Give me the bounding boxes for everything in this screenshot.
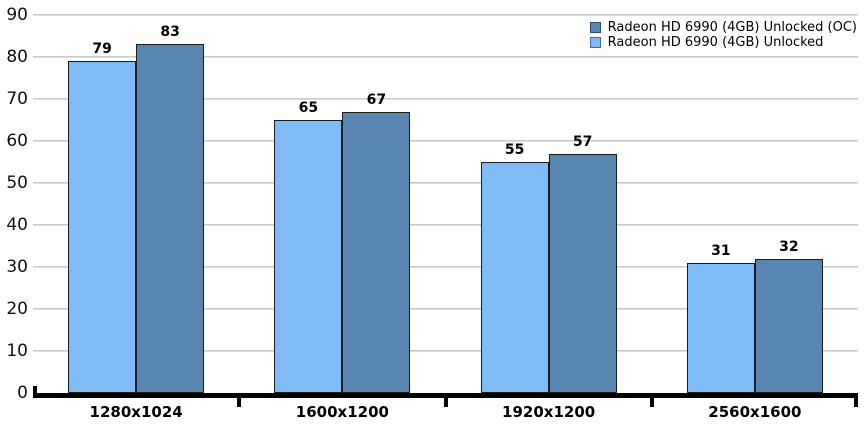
bar-value-label: 83 <box>160 24 180 41</box>
bar-value-label: 67 <box>366 91 387 108</box>
bar-value-label: 32 <box>779 238 799 255</box>
bar-value-label: 55 <box>504 142 525 158</box>
x-axis-label: 1600x1200 <box>295 403 389 421</box>
gridline <box>33 224 858 226</box>
axis-tick <box>443 393 448 407</box>
axis-tick <box>854 393 858 407</box>
x-axis-label: 1280x1024 <box>89 403 183 421</box>
gridline <box>33 350 858 352</box>
axis-end-cap <box>33 386 37 398</box>
bar-value-label: 79 <box>92 41 112 58</box>
bar-1280x1024-stock <box>68 61 137 393</box>
legend-label: Radeon HD 6990 (4GB) Unlocked <box>607 35 824 50</box>
y-axis-label: 60 <box>6 131 28 151</box>
legend-swatch-icon <box>589 37 601 48</box>
bar-value-label: 57 <box>572 133 593 150</box>
legend-label: Radeon HD 6990 (4GB) Unlocked (OC) <box>607 20 857 35</box>
gridline <box>33 14 858 16</box>
legend-item: Radeon HD 6990 (4GB) Unlocked (OC) <box>589 20 857 35</box>
y-axis-label: 20 <box>6 299 28 319</box>
axis-tick <box>649 393 654 407</box>
bar-2560x1600-oc <box>754 258 823 393</box>
legend-item: Radeon HD 6990 (4GB) Unlocked <box>589 35 824 50</box>
bar-1600x1200-oc <box>342 111 411 393</box>
gridline <box>33 56 858 58</box>
bar-2560x1600-stock <box>686 262 755 393</box>
gridline <box>33 182 858 184</box>
bar-1920x1200-oc <box>548 153 617 393</box>
gridline <box>33 266 858 268</box>
legend-swatch-icon <box>589 22 601 33</box>
legend: Radeon HD 6990 (4GB) Unlocked (OC) Radeon… <box>589 20 857 50</box>
y-axis-label: 30 <box>6 257 28 277</box>
bar-1280x1024-oc <box>136 44 205 393</box>
bar-value-label: 31 <box>711 242 731 259</box>
x-axis-label: 2560x1600 <box>708 403 802 421</box>
y-axis-label: 90 <box>6 5 28 25</box>
y-axis-label: 70 <box>6 89 28 109</box>
bar-1920x1200-stock <box>480 162 549 393</box>
axis-tick <box>237 393 242 407</box>
y-axis-label: 80 <box>6 47 28 67</box>
y-axis-label: 10 <box>6 341 28 361</box>
y-axis-label: 40 <box>6 215 28 235</box>
bar-1600x1200-stock <box>274 120 343 393</box>
gridline <box>33 308 858 310</box>
gridline <box>33 98 858 100</box>
y-axis-label: 0 <box>17 383 28 403</box>
y-axis-label: 50 <box>6 173 28 193</box>
gridline <box>33 140 858 142</box>
x-axis-label: 1920x1200 <box>502 403 596 421</box>
bar-value-label: 65 <box>298 100 319 116</box>
